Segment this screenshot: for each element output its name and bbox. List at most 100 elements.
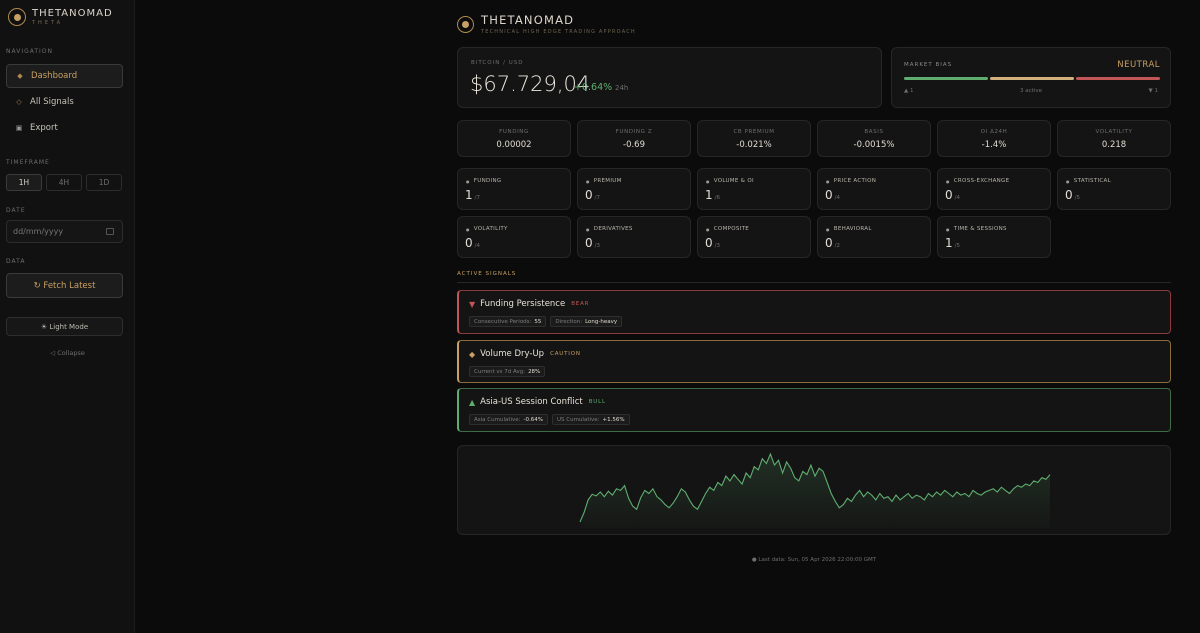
brand-title: THETANOMAD xyxy=(32,8,113,19)
fetch-latest-button[interactable]: ↻ Fetch Latest xyxy=(6,273,123,298)
calendar-icon[interactable] xyxy=(106,228,114,235)
price-pair-label: BITCOIN / USD xyxy=(471,60,524,66)
collapse-button[interactable]: ◁ Collapse xyxy=(50,349,85,357)
price-change-period: 24h xyxy=(615,84,629,92)
chip-value: Long-heavy xyxy=(585,318,618,325)
page-header: THETANOMAD TECHNICAL HIGH EDGE TRADING A… xyxy=(457,13,636,35)
nav-export[interactable]: ▣ Export xyxy=(6,116,123,140)
category-card-volatility[interactable]: ● VOLATILITY 0/4 xyxy=(457,216,571,258)
category-card-composite[interactable]: ● COMPOSITE 0/3 xyxy=(697,216,811,258)
bias-bull-count: ▲ 1 xyxy=(904,88,914,94)
price-change: +0.64% xyxy=(574,82,613,93)
metric-label: FUNDING Z xyxy=(615,129,653,135)
square-icon: ▣ xyxy=(15,124,23,132)
sidebar-brand[interactable]: THETANOMAD THETA xyxy=(8,8,113,26)
metric-value: -1.4% xyxy=(981,140,1007,150)
category-count: 0 xyxy=(585,188,593,202)
diamond-icon: ◆ xyxy=(17,72,23,80)
price-chart-card xyxy=(457,445,1171,535)
chart-line xyxy=(579,452,1051,523)
metric-value: 0.00002 xyxy=(496,140,532,150)
metric-label: FUNDING xyxy=(499,129,529,135)
metric-card-cb-premium: CB PREMIUM -0.021% xyxy=(697,120,811,157)
price-card: BITCOIN / USD $67.729,04 +0.64% 24h xyxy=(457,47,882,108)
nav-all-signals-label: All Signals xyxy=(30,97,74,107)
category-total: /4 xyxy=(474,243,480,249)
category-count: 0 xyxy=(465,236,473,250)
bias-active-count: 3 active xyxy=(1020,88,1042,94)
bullet-icon: ● xyxy=(826,226,830,232)
category-total: /2 xyxy=(834,243,840,249)
diamond-outline-icon: ◇ xyxy=(16,98,22,106)
signal-chip: Direction: Long-heavy xyxy=(550,316,623,327)
timeframe-4h-button[interactable]: 4H xyxy=(46,174,82,191)
category-card-cross-exchange[interactable]: ● CROSS-EXCHANGE 0/4 xyxy=(937,168,1051,210)
brand-subtitle: THETA xyxy=(32,20,64,26)
nav-all-signals[interactable]: ◇ All Signals xyxy=(6,90,123,114)
category-label: CROSS-EXCHANGE xyxy=(953,178,1010,184)
metric-card-oi: OI Δ24H -1.4% xyxy=(937,120,1051,157)
category-total: /4 xyxy=(834,195,840,201)
metric-card-funding: FUNDING 0.00002 xyxy=(457,120,571,157)
section-divider xyxy=(457,282,1171,283)
category-label: COMPOSITE xyxy=(713,226,750,232)
category-card-funding[interactable]: ● FUNDING 1/7 xyxy=(457,168,571,210)
category-card-volume-oi[interactable]: ● VOLUME & OI 1/6 xyxy=(697,168,811,210)
signal-title: Asia-US Session Conflict xyxy=(480,397,583,407)
signal-chip: US Cumulative: +1.56% xyxy=(552,414,630,425)
category-card-behavioral[interactable]: ● BEHAVIORAL 0/2 xyxy=(817,216,931,258)
category-card-derivatives[interactable]: ● DERIVATIVES 0/3 xyxy=(577,216,691,258)
market-bias-label: MARKET BIAS xyxy=(904,62,953,68)
category-label: BEHAVIORAL xyxy=(833,226,872,232)
last-data-status: ● Last data: Sun, 05 Apr 2026 22:00:00 G… xyxy=(751,557,877,563)
signal-tag: BEAR xyxy=(571,301,590,307)
chip-key: Current vs 7d Avg: xyxy=(474,368,526,375)
sidebar: THETANOMAD THETA NAVIGATION ◆ Dashboard … xyxy=(0,0,135,633)
category-total: /7 xyxy=(474,195,480,201)
category-label: PRICE ACTION xyxy=(833,178,877,184)
nav-export-label: Export xyxy=(30,123,58,133)
timeframe-1h-button[interactable]: 1H xyxy=(6,174,42,191)
category-total: /5 xyxy=(1074,195,1080,201)
category-count: 0 xyxy=(585,236,593,250)
light-mode-button[interactable]: ☀ Light Mode xyxy=(6,317,123,336)
category-count: 1 xyxy=(705,188,713,202)
chip-key: Direction: xyxy=(555,318,583,325)
bullet-icon: ● xyxy=(466,178,470,184)
timeframe-1d-button[interactable]: 1D xyxy=(86,174,122,191)
caution-diamond-icon: ◆ xyxy=(469,349,476,359)
timeframe-label: TIMEFRAME xyxy=(6,159,50,166)
chip-key: US Cumulative: xyxy=(557,416,600,423)
signal-title: Volume Dry-Up xyxy=(480,349,545,359)
logo-icon xyxy=(8,8,26,26)
category-label: VOLATILITY xyxy=(473,226,508,232)
category-label: STATISTICAL xyxy=(1073,178,1111,184)
signal-card-funding-persistence[interactable]: ▼ Funding Persistence BEAR Consecutive P… xyxy=(457,290,1171,334)
metric-label: CB PREMIUM xyxy=(733,129,775,135)
signal-tag: CAUTION xyxy=(550,351,581,357)
category-card-premium[interactable]: ● PREMIUM 0/7 xyxy=(577,168,691,210)
bullet-icon: ● xyxy=(586,226,590,232)
signal-chip: Current vs 7d Avg: 28% xyxy=(469,366,546,377)
signal-card-asia-us-session-conflict[interactable]: ▲ Asia-US Session Conflict BULL Asia Cum… xyxy=(457,388,1171,432)
chip-value: -0.64% xyxy=(523,416,543,423)
date-label: DATE xyxy=(6,207,26,214)
metric-label: VOLATILITY xyxy=(1095,129,1133,135)
category-card-price-action[interactable]: ● PRICE ACTION 0/4 xyxy=(817,168,931,210)
category-card-time-sessions[interactable]: ● TIME & SESSIONS 1/5 xyxy=(937,216,1051,258)
chip-key: Asia Cumulative: xyxy=(474,416,521,423)
bullet-icon: ● xyxy=(946,226,950,232)
category-count: 0 xyxy=(1065,188,1073,202)
metric-card-volatility: VOLATILITY 0.218 xyxy=(1057,120,1171,157)
signal-card-volume-dry-up[interactable]: ◆ Volume Dry-Up CAUTION Current vs 7d Av… xyxy=(457,340,1171,383)
date-input[interactable] xyxy=(6,220,123,243)
chip-value: 28% xyxy=(528,368,541,375)
metric-value: -0.69 xyxy=(623,140,645,150)
bullet-icon: ● xyxy=(826,178,830,184)
bias-bar-bear xyxy=(1076,77,1160,80)
bullet-icon: ● xyxy=(1066,178,1070,184)
category-label: PREMIUM xyxy=(593,178,622,184)
category-card-statistical[interactable]: ● STATISTICAL 0/5 xyxy=(1057,168,1171,210)
nav-dashboard[interactable]: ◆ Dashboard xyxy=(6,64,123,88)
metric-card-basis: BASIS -0.0015% xyxy=(817,120,931,157)
